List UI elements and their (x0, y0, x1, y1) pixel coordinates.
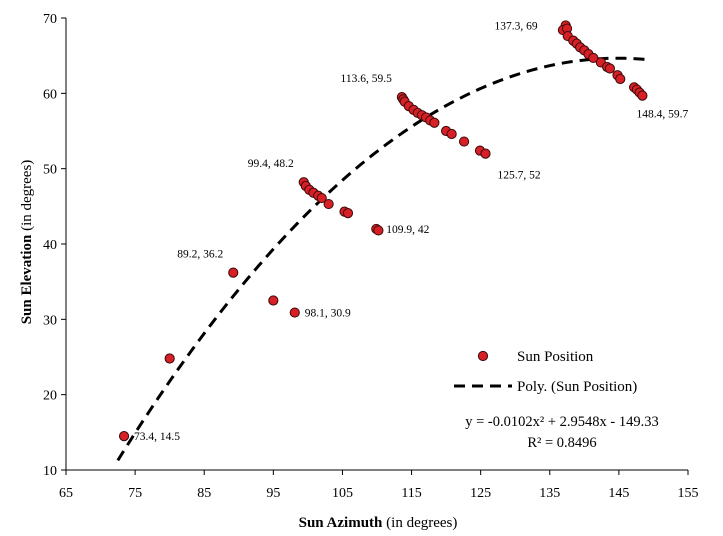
x-tick-label: 85 (197, 486, 211, 501)
data-points (118, 20, 648, 442)
trendline-equation: y = -0.0102x² + 2.9548x - 149.33 (465, 414, 658, 430)
data-label: 98.1, 30.9 (305, 308, 351, 320)
x-axis-title: Sun Azimuth (in degrees) (299, 515, 458, 531)
x-tick-label: 95 (266, 486, 280, 501)
data-point (164, 353, 175, 364)
data-point (323, 198, 334, 210)
legend-label-poly: Poly. (Sun Position) (517, 379, 637, 395)
x-tick-label: 115 (401, 486, 421, 501)
data-label: 125.7, 52 (498, 170, 541, 182)
axes: 65 75 85 95 105 115 125 135 145 155 10 20 30 40 50 60 70 (43, 12, 699, 501)
y-tick-label: 50 (43, 163, 57, 178)
x-tick-label: 125 (470, 486, 491, 501)
r-squared: R² = 0.8496 (527, 435, 596, 451)
data-label: 148.4, 59.7 (637, 109, 689, 121)
point-annotations: 73.4, 14.5 89.2, 36.2 98.1, 30.9 99.4, 48.2… (134, 21, 688, 444)
y-tick-label: 20 (43, 389, 57, 404)
data-point (316, 192, 327, 204)
y-tick-label: 40 (43, 238, 57, 253)
data-point (118, 431, 130, 442)
data-point (342, 208, 354, 219)
y-axis-title: Sun Elevation (in degrees) (19, 160, 35, 325)
x-tick-label: 135 (539, 486, 560, 501)
legend-marker-sun-position (477, 350, 489, 362)
data-point (480, 148, 491, 159)
data-label: 113.6, 59.5 (341, 73, 393, 85)
data-point (588, 52, 599, 64)
legend-label-sun-position: Sun Position (517, 349, 594, 365)
data-point (615, 73, 626, 85)
y-tick-label: 60 (43, 87, 57, 102)
data-point (604, 63, 616, 74)
data-label: 99.4, 48.2 (248, 158, 294, 170)
data-point (446, 128, 457, 140)
data-point (289, 307, 300, 318)
data-point (458, 136, 470, 147)
data-label: 73.4, 14.5 (134, 431, 180, 443)
data-label: 137.3, 69 (495, 21, 538, 33)
legend: Sun Position Poly. (Sun Position) (454, 349, 637, 395)
x-tick-label: 75 (128, 486, 142, 501)
y-tick-label: 30 (43, 313, 57, 328)
x-tick-label: 155 (678, 486, 699, 501)
data-point (268, 295, 279, 306)
data-label: 109.9, 42 (386, 224, 429, 236)
data-point (373, 225, 384, 236)
data-label: 89.2, 36.2 (177, 249, 223, 261)
x-tick-label: 145 (608, 486, 629, 501)
y-tick-label: 10 (43, 464, 57, 479)
data-point (228, 267, 239, 278)
x-tick-label: 65 (59, 486, 73, 501)
data-point (429, 117, 440, 128)
data-point (637, 90, 648, 101)
x-tick-label: 105 (332, 486, 353, 501)
y-tick-label: 70 (43, 12, 57, 27)
